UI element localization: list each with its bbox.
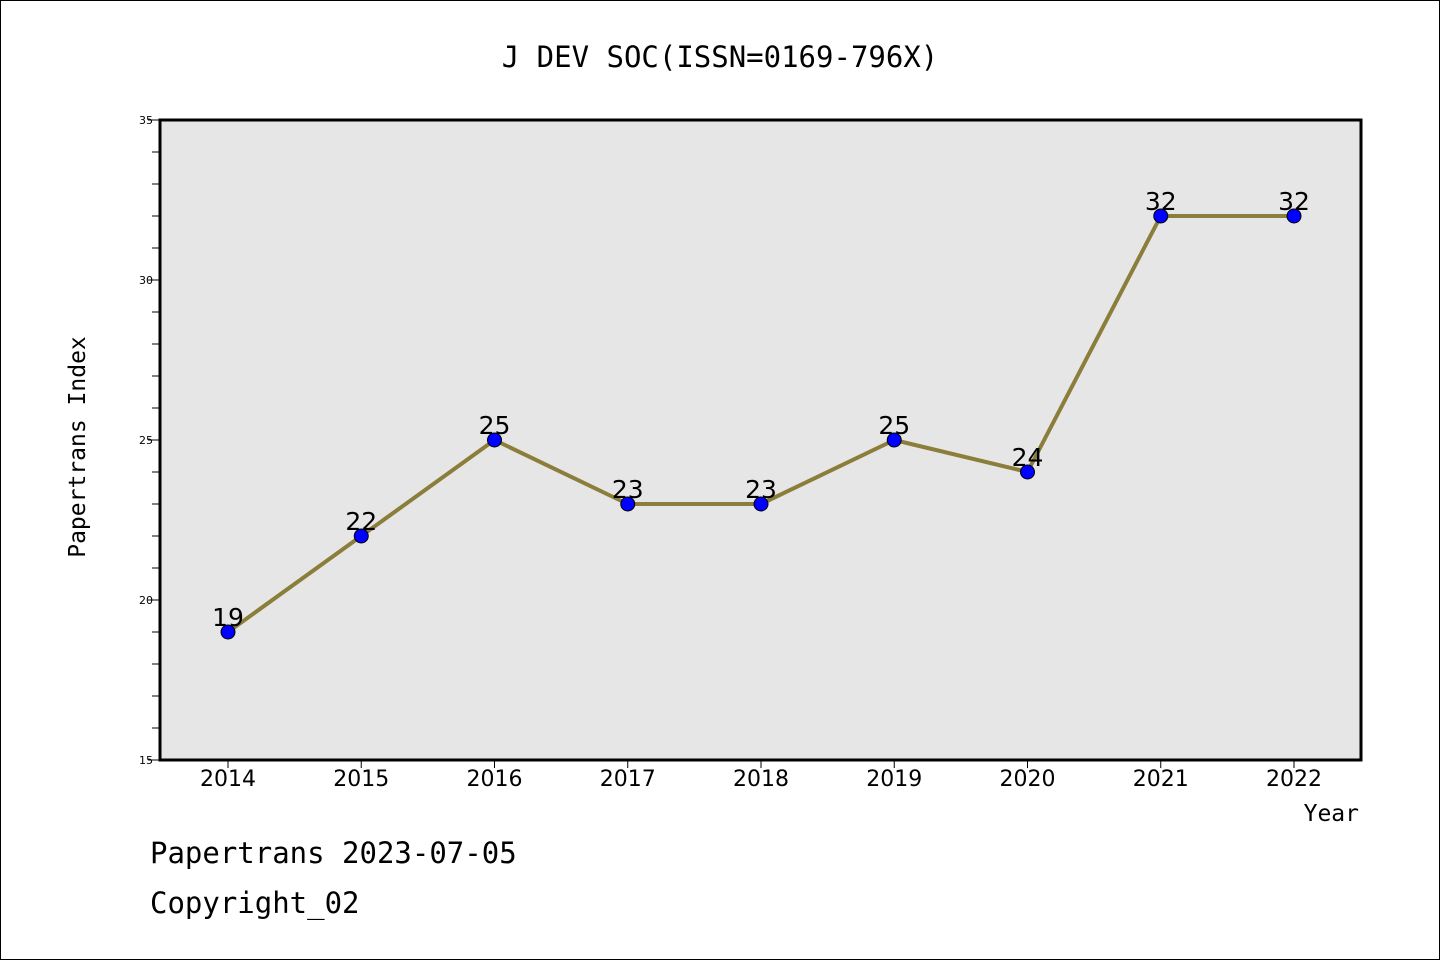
x-tick-label: 2022 <box>1266 767 1322 792</box>
footer-copyright: Copyright_02 <box>150 886 360 921</box>
plot-area <box>158 118 1363 762</box>
data-label: 19 <box>212 603 244 632</box>
data-label: 32 <box>1145 187 1177 216</box>
data-point <box>487 432 502 448</box>
data-label: 23 <box>745 475 777 504</box>
x-tick-label: 2017 <box>600 767 656 792</box>
x-tick-label: 2020 <box>1000 767 1056 792</box>
chart-title: J DEV SOC(ISSN=0169-796X) <box>502 40 939 74</box>
data-label: 25 <box>479 411 511 440</box>
data-label: 32 <box>1278 187 1310 216</box>
data-point <box>620 496 636 512</box>
data-point <box>353 528 369 544</box>
data-label: 22 <box>345 507 377 536</box>
x-tick-label: 2014 <box>200 767 256 792</box>
data-point <box>753 496 769 512</box>
x-tick-label: 2015 <box>333 767 389 792</box>
x-axis: 2014 2015 2016 2017 2018 2019 2020 2021 2022 <box>200 760 1322 792</box>
y-axis: 15 20 25 30 35 <box>139 114 160 767</box>
y-tick-label: 30 <box>139 274 153 287</box>
data-label: 25 <box>878 411 910 440</box>
x-tick-label: 2016 <box>467 767 523 792</box>
series-group: 19 22 25 23 23 25 24 32 32 <box>212 187 1310 640</box>
x-tick-label: 2018 <box>733 767 789 792</box>
data-point <box>1153 208 1169 224</box>
x-tick-label: 2019 <box>866 767 922 792</box>
footer-date: Papertrans 2023-07-05 <box>150 836 517 870</box>
data-label: 24 <box>1012 443 1044 472</box>
y-tick-label: 15 <box>139 754 153 767</box>
data-point <box>1286 208 1302 224</box>
y-axis-label: Papertrans Index <box>65 336 91 558</box>
data-point <box>220 624 236 640</box>
data-point <box>1020 464 1035 480</box>
x-tick-label: 2021 <box>1133 767 1189 792</box>
y-tick-label: 20 <box>139 594 153 607</box>
y-tick-label: 35 <box>139 114 153 127</box>
y-tick-label: 25 <box>139 434 153 447</box>
x-axis-label: Year <box>1304 801 1359 827</box>
data-point <box>886 432 902 448</box>
data-label: 23 <box>612 475 644 504</box>
